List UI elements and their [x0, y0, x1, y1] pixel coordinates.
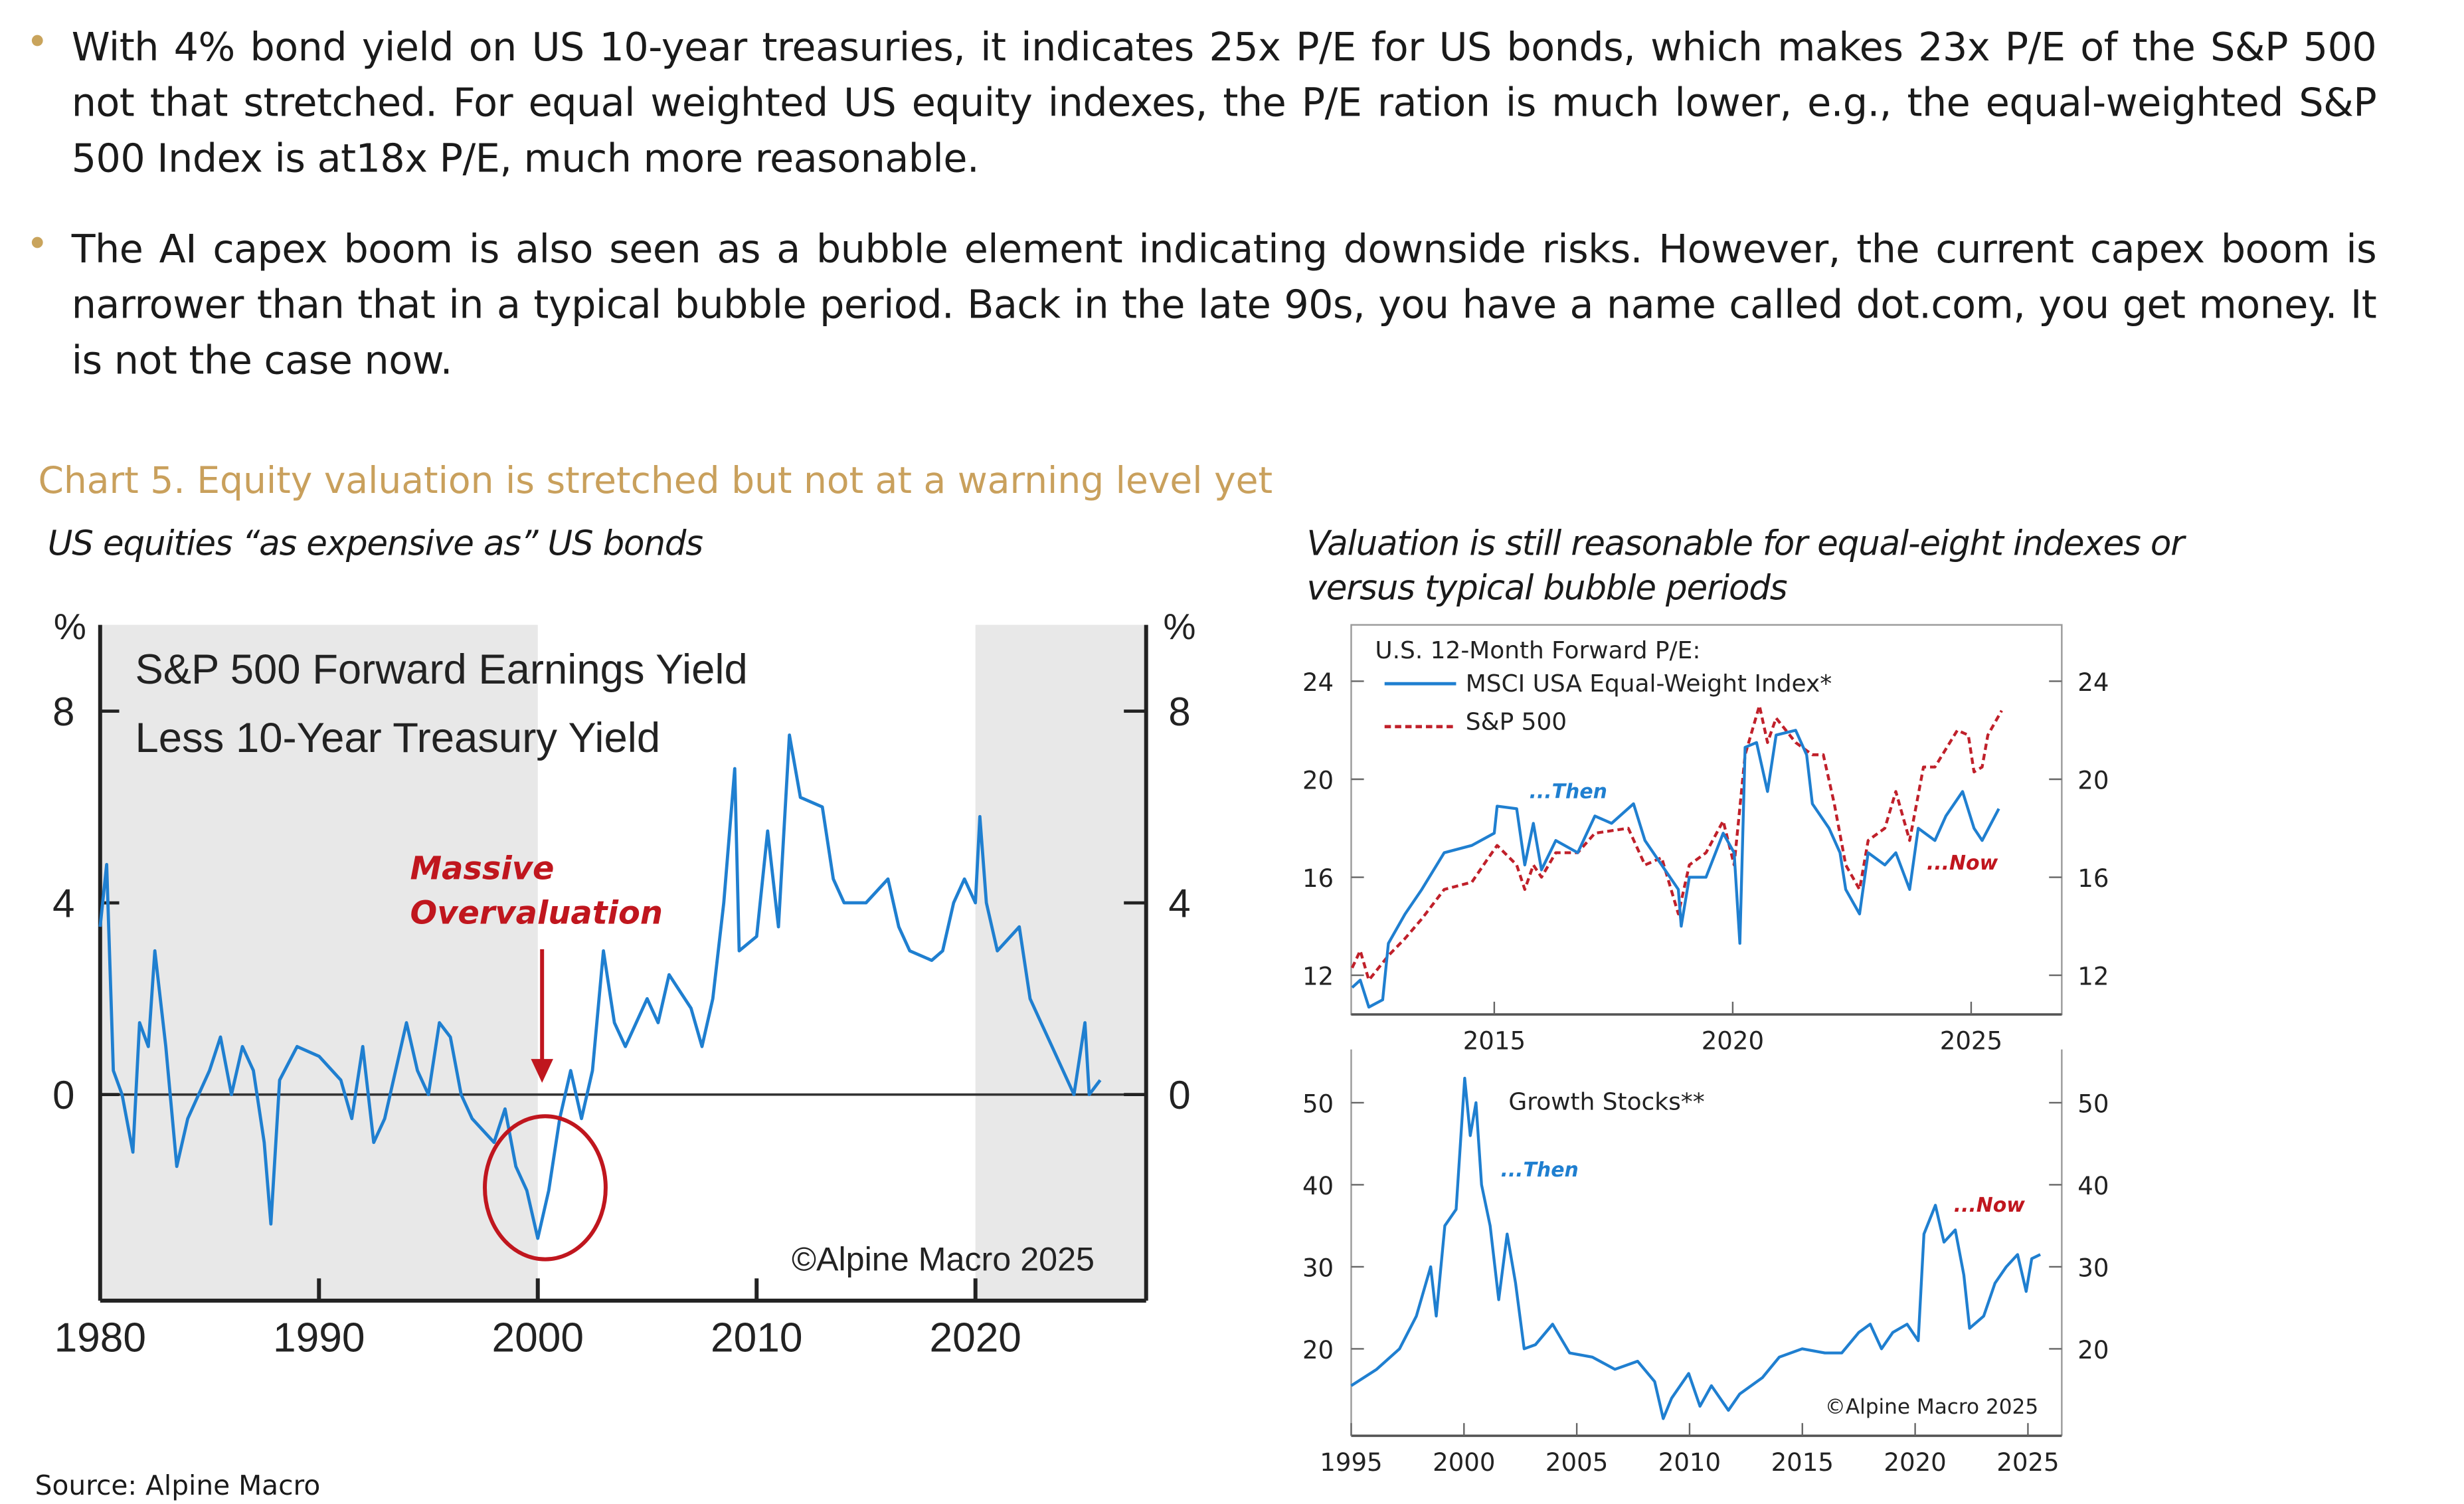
bullet-text: With 4% bond yield on US 10-year treasur… — [71, 23, 2377, 181]
bullet-point-2: The AI capex boom is also seen as a bubb… — [31, 221, 2377, 388]
x-tick-label: 2020 — [1884, 1448, 1946, 1477]
series-line-sp500 — [1350, 704, 2003, 982]
chart-inner-title: S&P 500 Forward Earnings Yield — [135, 646, 747, 693]
copyright-label: ©Alpine Macro 2025 — [1825, 1395, 2038, 1419]
series-line-equal-weight — [1351, 729, 2000, 1009]
annotation-now: ...Now — [1954, 1194, 2026, 1217]
y-tick-label-right: 16 — [2077, 864, 2109, 893]
chart-inner-title: U.S. 12-Month Forward P/E: — [1375, 637, 1700, 664]
y-tick-label-right: 50 — [2077, 1089, 2109, 1118]
y-tick-label-left: 0 — [52, 1073, 74, 1117]
y-tick-label-right: 20 — [2077, 766, 2109, 795]
y-tick-label-left: 24 — [1302, 668, 1334, 697]
legend-label-sp500: S&P 500 — [1466, 709, 1567, 736]
y-tick-label-right: 12 — [2077, 962, 2109, 990]
x-tick-label: 2015 — [1771, 1448, 1834, 1477]
bullet-dot-icon — [31, 35, 43, 47]
y-tick-label-left: 4 — [52, 882, 74, 926]
x-tick-label: 2000 — [1433, 1448, 1495, 1477]
legend-label-equal-weight: MSCI USA Equal-Weight Index* — [1466, 670, 1832, 698]
x-tick-label: 1980 — [54, 1315, 146, 1361]
x-tick-label: 2000 — [492, 1315, 584, 1361]
y-tick-label-left: 40 — [1302, 1172, 1334, 1200]
copyright-label: ©Alpine Macro 2025 — [792, 1240, 1095, 1277]
highlight-circle — [483, 1114, 608, 1262]
right-chart-subtitle: Valuation is still reasonable for equal-… — [1306, 524, 2184, 609]
chart-title: Chart 5. Equity valuation is stretched b… — [38, 461, 1273, 503]
bullet-text: The AI capex boom is also seen as a bubb… — [71, 225, 2377, 383]
annotation-massive: Massive — [410, 851, 555, 888]
y-tick-label-right: 24 — [2077, 668, 2109, 697]
left-chart-subtitle: US equities “as expensive as” US bonds — [47, 524, 703, 565]
y-tick-label-left: 30 — [1302, 1254, 1334, 1282]
annotation-now: ...Now — [1927, 852, 1998, 875]
source-note: Source: Alpine Macro — [35, 1470, 321, 1503]
y-tick-label-right: 30 — [2077, 1254, 2109, 1282]
x-tick-label: 2025 — [1940, 1027, 2002, 1056]
x-tick-label: 1995 — [1320, 1448, 1382, 1477]
y-axis-unit-right: % — [1164, 606, 1196, 647]
chart-inner-title: Growth Stocks** — [1508, 1089, 1704, 1116]
y-tick-label-left: 16 — [1302, 864, 1334, 893]
bullet-point-1: With 4% bond yield on US 10-year treasur… — [31, 19, 2377, 186]
shaded-period — [100, 624, 538, 1301]
y-tick-label-right: 40 — [2077, 1172, 2109, 1200]
x-tick-label: 2010 — [1658, 1448, 1721, 1477]
x-tick-label: 2010 — [711, 1315, 802, 1361]
bullet-dot-icon — [31, 236, 43, 248]
x-tick-label: 1990 — [273, 1315, 365, 1361]
y-tick-label-left: 20 — [1302, 766, 1334, 795]
annotation-then: ...Then — [1530, 781, 1607, 804]
annotation-then: ...Then — [1500, 1159, 1578, 1182]
series-line-growth-stocks — [1350, 1076, 2041, 1420]
annotation-overvaluation: Overvaluation — [410, 895, 663, 932]
x-tick-label: 2015 — [1463, 1027, 1526, 1056]
y-tick-label-left: 8 — [52, 690, 74, 734]
x-tick-label: 2020 — [930, 1315, 1021, 1361]
y-tick-label-right: 20 — [2077, 1336, 2109, 1364]
arrow-down-icon — [531, 1059, 553, 1083]
series-line-yield-gap — [98, 733, 1102, 1240]
y-tick-label-left: 12 — [1302, 962, 1334, 990]
x-tick-label: 2025 — [1996, 1448, 2059, 1477]
chart-inner-title-line2: Less 10-Year Treasury Yield — [135, 715, 660, 761]
x-tick-label: 2020 — [1702, 1027, 1764, 1056]
x-tick-label: 2005 — [1545, 1448, 1608, 1477]
y-axis-unit-left: % — [54, 606, 86, 647]
y-tick-label-right: 4 — [1168, 882, 1190, 926]
y-tick-label-left: 20 — [1302, 1336, 1334, 1364]
y-tick-label-right: 0 — [1168, 1073, 1190, 1117]
y-tick-label-left: 50 — [1302, 1089, 1334, 1118]
shaded-period — [975, 624, 1146, 1301]
y-tick-label-right: 8 — [1168, 690, 1190, 734]
